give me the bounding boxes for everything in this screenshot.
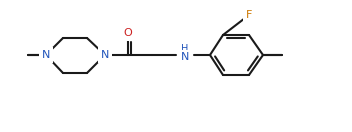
Text: N: N: [101, 50, 109, 60]
Text: F: F: [246, 10, 252, 20]
Text: H: H: [181, 44, 189, 54]
Text: N: N: [42, 50, 50, 60]
Text: N: N: [181, 52, 189, 62]
Text: O: O: [124, 28, 132, 38]
Text: H
N: H N: [181, 44, 189, 66]
